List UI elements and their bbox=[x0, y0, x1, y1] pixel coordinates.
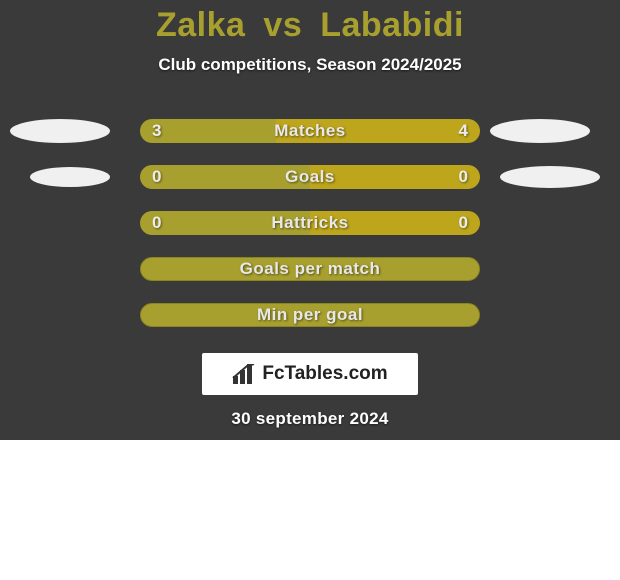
vs-label: vs bbox=[263, 6, 302, 44]
stat-left-value: 3 bbox=[152, 119, 161, 143]
bars-icon bbox=[232, 364, 258, 384]
stat-right-value: 4 bbox=[459, 119, 468, 143]
player1-ellipse bbox=[10, 119, 110, 143]
stat-row: Goals0 0 bbox=[0, 165, 620, 189]
page-title: Zalka vs Lababidi bbox=[0, 6, 620, 45]
player1-ellipse bbox=[30, 167, 110, 187]
subtitle: Club competitions, Season 2024/2025 bbox=[0, 55, 620, 75]
stat-row: Goals per match bbox=[0, 257, 620, 281]
stat-row: Hattricks0 0 bbox=[0, 211, 620, 235]
comparison-card: Zalka vs Lababidi Club competitions, Sea… bbox=[0, 0, 620, 440]
footer-date: 30 september 2024 bbox=[0, 409, 620, 429]
player2-name: Lababidi bbox=[320, 6, 464, 44]
stat-pill: Min per goal bbox=[140, 303, 480, 327]
stat-bar: Matches3 4 bbox=[140, 119, 480, 143]
stat-right-value: 0 bbox=[459, 165, 468, 189]
stat-bar: Goals0 0 bbox=[140, 165, 480, 189]
stat-label: Hattricks bbox=[140, 211, 480, 235]
player2-ellipse bbox=[500, 166, 600, 188]
stat-row: Min per goal bbox=[0, 303, 620, 327]
stat-pill: Goals per match bbox=[140, 257, 480, 281]
stat-label: Goals bbox=[140, 165, 480, 189]
player1-name: Zalka bbox=[156, 6, 245, 44]
stat-rows: Matches34Goals00Hattricks00Goals per mat… bbox=[0, 119, 620, 327]
stat-row: Matches3 4 bbox=[0, 119, 620, 143]
stat-label: Matches bbox=[140, 119, 480, 143]
brand-badge: FcTables.com bbox=[202, 353, 418, 395]
player2-ellipse bbox=[490, 119, 590, 143]
stat-right-value: 0 bbox=[459, 211, 468, 235]
stat-left-value: 0 bbox=[152, 165, 161, 189]
stat-left-value: 0 bbox=[152, 211, 161, 235]
stat-bar: Hattricks0 0 bbox=[140, 211, 480, 235]
brand-text: FcTables.com bbox=[262, 363, 387, 385]
